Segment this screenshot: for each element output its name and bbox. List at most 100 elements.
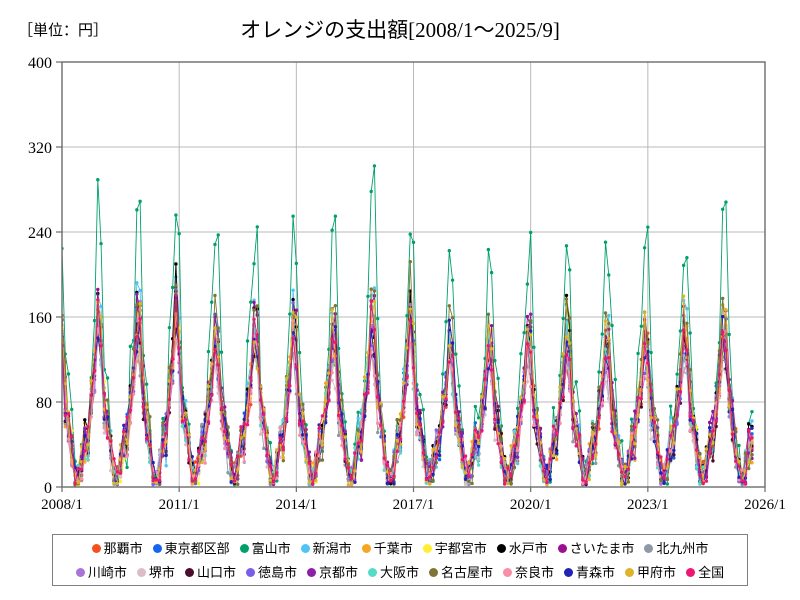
legend-item-東京都区部[interactable]: 東京都区部 [152,542,230,555]
data-point [96,287,100,292]
data-point [83,460,87,464]
data-point [356,428,360,432]
legend-item-堺市[interactable]: 堺市 [136,566,175,579]
data-point [717,372,722,377]
legend-item-京都市[interactable]: 京都市 [306,566,358,579]
data-point [610,323,614,328]
data-point [99,315,103,319]
data-point [555,451,559,455]
data-point [281,447,286,452]
data-point [519,404,523,409]
data-point [668,424,673,428]
data-point [255,333,259,337]
data-point [545,480,549,485]
legend-item-大阪市[interactable]: 大阪市 [367,564,419,580]
legend-item-千葉市[interactable]: 千葉市 [361,542,413,555]
legend-item-青森市[interactable]: 青森市 [564,566,615,579]
data-point [203,446,207,450]
data-point [330,228,334,232]
data-point [245,339,250,343]
data-point [362,375,367,379]
data-point [294,308,299,312]
data-point [555,432,559,437]
data-point [385,481,390,485]
data-point [737,459,741,464]
data-point [294,365,299,369]
data-point [174,293,178,298]
data-point [177,232,181,236]
legend-item-川崎市[interactable]: 川崎市 [75,566,127,579]
data-point [519,418,523,422]
data-point [597,385,601,390]
data-point [720,296,725,301]
legend-item-label: 大阪市 [379,564,419,580]
data-point [698,482,702,486]
data-point [607,337,611,341]
data-point [349,476,354,481]
data-point [131,392,136,396]
data-point [105,376,110,380]
legend-item-那覇市[interactable]: 那覇市 [91,542,143,555]
data-point [340,443,344,448]
data-point [148,443,152,447]
legend-item-名古屋市[interactable]: 名古屋市 [429,566,493,579]
data-point [649,350,653,355]
data-point [262,412,266,417]
data-point [512,444,517,448]
data-point [180,419,185,423]
data-point [392,474,396,478]
legend-item-label: さいたま市 [569,540,635,556]
data-point [561,398,565,403]
legend-item-宇都宮市[interactable]: 宇都宮市 [422,542,487,555]
data-point [411,240,416,245]
data-point [157,482,162,486]
data-point [750,441,754,445]
data-point [226,441,230,446]
data-point [229,480,233,484]
data-point [750,432,754,436]
data-point [730,407,735,412]
data-point [561,395,565,399]
data-point [568,341,572,345]
data-point [447,344,451,348]
data-point [148,414,152,419]
data-point [688,367,692,372]
data-point [642,310,647,315]
data-point [441,401,445,406]
data-point [672,456,676,460]
data-point [288,312,292,316]
data-point [691,434,696,439]
legend-item-さいたま市[interactable]: さいたま市 [557,540,635,556]
data-point [255,304,259,308]
data-point [467,479,471,484]
data-point [444,320,448,324]
data-point [135,359,139,364]
data-point [366,391,370,395]
legend-item-全国[interactable]: 全国 [686,566,724,579]
data-point [232,464,237,469]
data-point [496,420,500,425]
legend-item-新潟市[interactable]: 新潟市 [300,542,352,555]
legend-item-北九州市[interactable]: 北九州市 [644,542,708,555]
legend-item-奈良市[interactable]: 奈良市 [503,566,554,579]
data-point [236,468,240,472]
data-point [268,478,272,482]
data-point [102,431,107,435]
legend-item-徳島市[interactable]: 徳島市 [245,566,297,579]
data-point [649,389,653,393]
data-point [323,407,328,412]
data-point [581,478,585,482]
data-point [301,419,305,423]
legend-item-山口市[interactable]: 山口市 [184,566,236,579]
legend-item-甲府市[interactable]: 甲府市 [625,566,676,579]
legend-item-水戸市[interactable]: 水戸市 [496,542,548,555]
legend-item-富山市[interactable]: 富山市 [239,542,291,555]
data-point [675,372,679,376]
data-point [372,382,377,387]
legend-marker-icon [686,567,696,577]
data-point [509,482,513,486]
data-point [382,460,386,465]
data-point [128,344,133,349]
data-point [105,436,110,440]
data-point [678,329,683,333]
